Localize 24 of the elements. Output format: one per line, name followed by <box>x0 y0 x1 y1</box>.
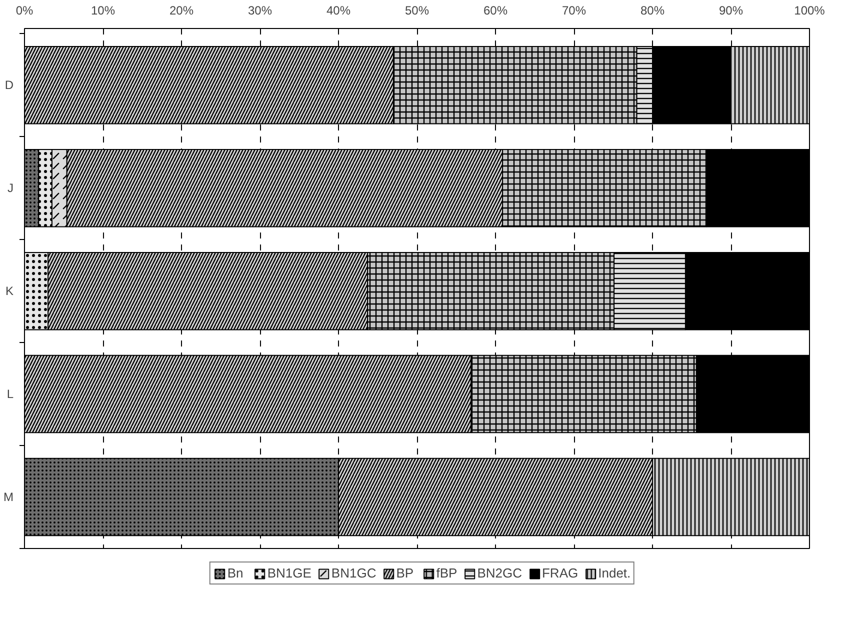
legend-label: BN2GC <box>477 566 522 580</box>
x-tick-label: 30% <box>248 4 272 18</box>
y-tick-label: M <box>4 490 14 504</box>
legend-label: BN1GE <box>267 566 312 580</box>
y-tick-label: D <box>4 78 14 92</box>
legend-label: BP <box>396 566 415 580</box>
legend-label: FRAG <box>542 566 578 580</box>
y-tick-label: J <box>8 181 14 196</box>
legend-label: Bn <box>227 566 244 580</box>
y-tick-label: L <box>6 387 14 402</box>
legend-label: fBP <box>436 566 458 580</box>
legend-label: BN1GC <box>331 566 376 580</box>
x-tick-label: 80% <box>640 4 665 18</box>
x-tick-label: 60% <box>483 4 508 18</box>
x-tick-label: 0% <box>16 4 34 18</box>
x-tick-label: 100% <box>794 4 826 18</box>
x-tick-label: 90% <box>718 4 744 18</box>
x-tick-label: 20% <box>169 4 194 18</box>
x-tick-label: 10% <box>90 4 116 18</box>
x-tick-label: 70% <box>562 4 586 18</box>
legend-label: Indet. <box>598 566 631 580</box>
x-tick-label: 50% <box>404 4 430 18</box>
y-tick-label: K <box>5 284 14 298</box>
x-tick-label: 40% <box>326 4 351 18</box>
